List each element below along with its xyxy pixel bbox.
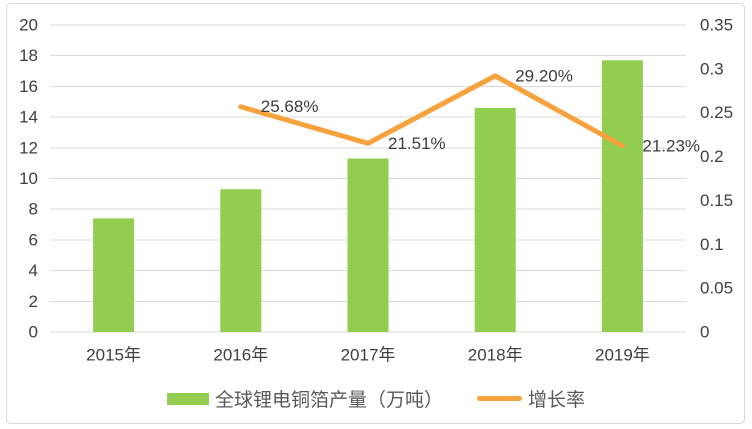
x-axis-category-label: 2016年 [213, 346, 268, 365]
left-axis-tick-label: 0 [29, 323, 38, 342]
right-axis-tick-label: 0.3 [700, 59, 724, 78]
legend: 全球锂电铜箔产量（万吨） 增长率 [0, 385, 752, 412]
left-axis-tick-label: 20 [19, 16, 38, 35]
bar-2017年 [347, 158, 389, 332]
left-axis-tick-label: 18 [19, 46, 38, 65]
chart-canvas: 0 2 4 6 8 10 12 14 16 18 20 0 0.05 0.1 0.15 0.2 0.25 0.3 0… [19, 16, 733, 365]
left-axis-tick-label: 6 [29, 230, 38, 249]
left-axis-tick-label: 8 [29, 200, 38, 219]
left-axis-tick-label: 16 [19, 77, 38, 96]
right-axis-tick-label: 0.2 [700, 147, 724, 166]
left-axis-tick-label: 4 [29, 261, 38, 280]
line-data-label-2019年: 21.23% [642, 136, 700, 155]
left-axis-tick-label: 14 [19, 108, 38, 127]
line-series-label: 增长率 [528, 390, 586, 411]
bar-2019年 [601, 60, 643, 333]
right-axis-tick-label: 0.25 [700, 103, 733, 122]
legend-item-growth-rate: 增长率 [477, 385, 585, 412]
right-axis-tick-label: 0.1 [700, 235, 724, 254]
right-axis-tick-label: 0.05 [700, 279, 733, 298]
line-data-label-2016年: 25.68% [261, 97, 319, 116]
line-data-label-2017年: 21.51% [388, 134, 446, 153]
x-axis-category-label: 2018年 [468, 346, 523, 365]
growth-rate-line [238, 73, 625, 149]
right-axis-tick-label: 0.15 [700, 191, 733, 210]
bar-2015年 [93, 218, 135, 332]
left-axis-tick-label: 12 [19, 138, 38, 157]
bar-2016年 [220, 189, 262, 332]
left-axis-tick-label: 10 [19, 169, 38, 188]
right-axis-tick-label: 0 [700, 323, 709, 342]
line-series-swatch [477, 396, 522, 401]
right-axis-tick-label: 0.35 [700, 16, 733, 35]
bar-series-label: 全球锂电铜箔产量（万吨） [214, 390, 443, 411]
bar-2018年 [474, 107, 516, 332]
line-data-label-2018年: 29.20% [515, 66, 573, 85]
bar-series-swatch [166, 392, 209, 405]
x-axis-category-label: 2015年 [86, 346, 141, 365]
x-axis-category-label: 2019年 [595, 346, 650, 365]
legend-item-production: 全球锂电铜箔产量（万吨） [166, 385, 443, 412]
left-axis-tick-label: 2 [29, 292, 38, 311]
x-axis-category-label: 2017年 [341, 346, 396, 365]
